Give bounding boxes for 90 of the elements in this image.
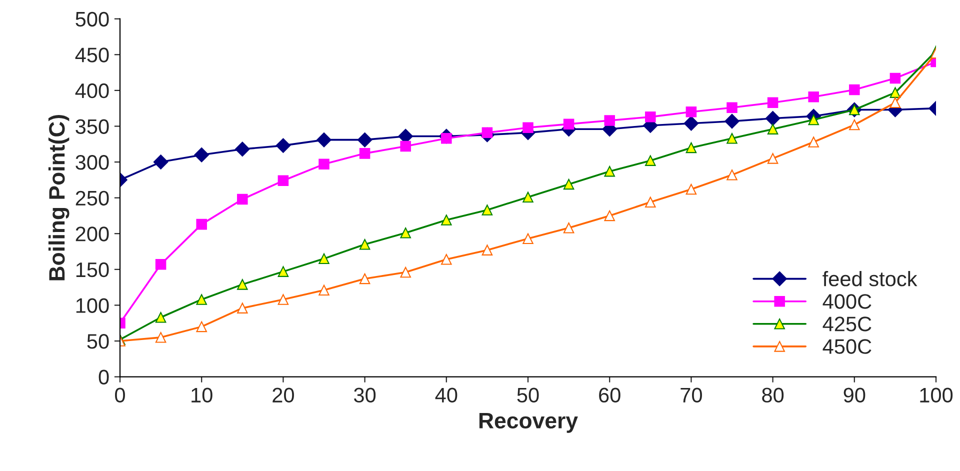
point xyxy=(645,155,656,166)
point xyxy=(645,196,656,208)
point xyxy=(808,136,819,148)
point xyxy=(441,254,452,265)
point xyxy=(194,147,209,162)
y-tick-label: 100 xyxy=(76,298,109,313)
y-axis-title: Boiling Point(C) xyxy=(48,114,70,280)
point xyxy=(237,302,248,314)
y-tick-label: 50 xyxy=(87,334,109,349)
point xyxy=(357,132,372,148)
legend-label: feed stock xyxy=(822,270,918,286)
point xyxy=(726,102,738,113)
y-tick-label: 250 xyxy=(76,190,109,206)
point xyxy=(155,312,166,323)
point xyxy=(316,132,332,148)
point xyxy=(686,106,697,118)
point xyxy=(359,238,370,250)
y-tick-label: 200 xyxy=(76,226,109,242)
point xyxy=(604,115,615,126)
x-tick-label: 30 xyxy=(354,388,376,403)
point xyxy=(237,194,248,205)
point xyxy=(890,87,901,98)
point xyxy=(604,166,615,177)
point xyxy=(890,97,901,108)
point xyxy=(196,321,207,332)
point xyxy=(155,332,166,343)
point xyxy=(196,218,207,230)
point xyxy=(808,91,819,102)
point xyxy=(522,192,534,202)
y-tick-label: 300 xyxy=(76,155,109,170)
x-tick-label: 20 xyxy=(272,388,294,403)
point xyxy=(726,170,738,180)
point xyxy=(686,142,697,154)
legend-label: 450C xyxy=(822,339,872,354)
point xyxy=(276,138,291,153)
x-tick-label: 100 xyxy=(920,388,953,403)
point xyxy=(849,84,860,96)
point xyxy=(400,228,411,238)
x-tick-label: 90 xyxy=(844,388,866,403)
point xyxy=(237,279,248,290)
y-tick-label: 150 xyxy=(76,262,109,278)
point xyxy=(278,266,289,277)
point xyxy=(645,112,656,122)
point xyxy=(278,175,289,186)
point xyxy=(359,273,370,284)
y-tick-label: 500 xyxy=(76,12,109,27)
point xyxy=(724,114,740,129)
point xyxy=(522,122,534,134)
point xyxy=(767,153,778,164)
point xyxy=(563,222,574,234)
point xyxy=(563,178,574,190)
x-tick-label: 40 xyxy=(435,388,458,403)
y-tick-label: 400 xyxy=(75,83,109,98)
point xyxy=(482,244,493,256)
point xyxy=(726,133,738,144)
point xyxy=(400,140,411,152)
point xyxy=(767,97,778,108)
point xyxy=(235,142,250,157)
point xyxy=(359,148,370,159)
y-tick-label: 0 xyxy=(98,370,109,385)
point xyxy=(318,284,330,296)
y-tick-label: 450 xyxy=(75,48,109,62)
x-tick-label: 70 xyxy=(680,388,702,403)
legend-label: 425C xyxy=(822,316,872,332)
point xyxy=(767,124,778,134)
point xyxy=(400,266,411,278)
point xyxy=(522,233,534,244)
x-axis-title: Recovery xyxy=(479,413,578,433)
point xyxy=(196,294,207,305)
point xyxy=(318,158,330,170)
point xyxy=(155,259,166,270)
point xyxy=(890,72,901,84)
point xyxy=(604,210,615,222)
point xyxy=(482,204,493,216)
point xyxy=(849,119,860,130)
point xyxy=(441,214,452,226)
x-tick-label: 10 xyxy=(192,388,212,403)
point xyxy=(153,154,168,170)
point xyxy=(278,294,289,305)
x-tick-label: 80 xyxy=(762,388,784,403)
x-tick-label: 50 xyxy=(517,388,539,403)
y-tick-label: 350 xyxy=(76,119,109,134)
point xyxy=(563,118,574,130)
point xyxy=(686,184,697,195)
point xyxy=(318,253,330,264)
point xyxy=(765,110,780,126)
legend-label: 400C xyxy=(822,294,872,309)
point xyxy=(684,116,699,131)
x-tick-label: 0 xyxy=(115,388,125,403)
x-tick-label: 60 xyxy=(599,388,620,403)
